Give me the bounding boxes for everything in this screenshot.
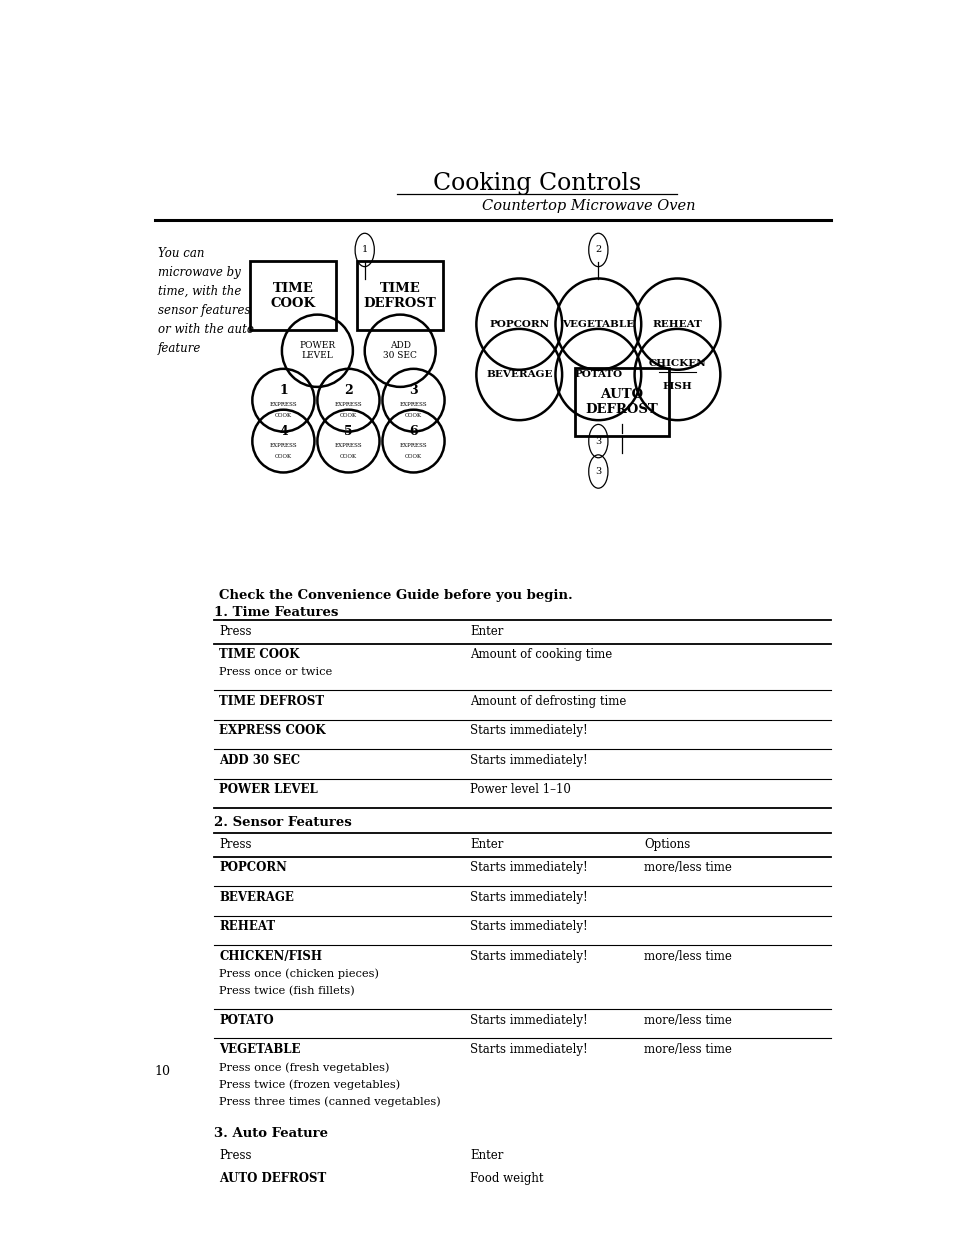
Text: Press: Press	[219, 1149, 252, 1162]
Text: You can
microwave by
time, with the
sensor features
or with the auto
feature: You can microwave by time, with the sens…	[157, 247, 253, 356]
Text: 1: 1	[278, 384, 288, 398]
Text: POWER
LEVEL: POWER LEVEL	[299, 341, 335, 361]
Text: Cooking Controls: Cooking Controls	[433, 172, 640, 195]
Text: 3. Auto Feature: 3. Auto Feature	[213, 1126, 328, 1140]
Text: more/less time: more/less time	[643, 950, 731, 963]
Text: Enter: Enter	[470, 837, 503, 851]
Text: Starts immediately!: Starts immediately!	[470, 1044, 588, 1056]
Text: COOK: COOK	[274, 412, 292, 417]
Text: CHICKEN/FISH: CHICKEN/FISH	[219, 950, 322, 963]
Text: POTATO: POTATO	[219, 1014, 274, 1026]
Text: 2: 2	[344, 384, 353, 398]
Text: Enter: Enter	[470, 1149, 503, 1162]
Text: EXPRESS: EXPRESS	[270, 403, 297, 408]
Text: Starts immediately!: Starts immediately!	[470, 950, 588, 963]
Text: REHEAT: REHEAT	[219, 920, 274, 934]
Text: POPCORN: POPCORN	[489, 320, 549, 329]
Text: 2: 2	[595, 246, 600, 254]
Text: Press: Press	[219, 625, 252, 637]
Text: more/less time: more/less time	[643, 862, 731, 874]
Text: TIME COOK: TIME COOK	[219, 648, 299, 662]
Text: Starts immediately!: Starts immediately!	[470, 725, 588, 737]
Text: POPCORN: POPCORN	[219, 862, 287, 874]
Text: Check the Convenience Guide before you begin.: Check the Convenience Guide before you b…	[219, 589, 572, 603]
Text: EXPRESS: EXPRESS	[335, 403, 362, 408]
Text: 6: 6	[409, 425, 417, 438]
Text: AUTO
DEFROST: AUTO DEFROST	[585, 388, 658, 416]
Text: EXPRESS: EXPRESS	[270, 443, 297, 448]
Text: Starts immediately!: Starts immediately!	[470, 862, 588, 874]
Text: 3: 3	[595, 437, 600, 446]
Text: ADD
30 SEC: ADD 30 SEC	[383, 341, 416, 361]
Text: 2. Sensor Features: 2. Sensor Features	[213, 816, 352, 829]
Text: Starts immediately!: Starts immediately!	[470, 920, 588, 934]
Text: Press once or twice: Press once or twice	[219, 667, 332, 678]
Text: 3: 3	[595, 467, 600, 475]
Text: Food weight: Food weight	[470, 1172, 543, 1186]
Text: AUTO DEFROST: AUTO DEFROST	[219, 1172, 326, 1186]
Text: Amount of defrosting time: Amount of defrosting time	[470, 695, 626, 708]
Text: EXPRESS: EXPRESS	[399, 443, 427, 448]
Text: Press three times (canned vegetables): Press three times (canned vegetables)	[219, 1097, 440, 1107]
Text: COOK: COOK	[404, 453, 421, 459]
Text: Press twice (frozen vegetables): Press twice (frozen vegetables)	[219, 1079, 400, 1089]
Text: more/less time: more/less time	[643, 1044, 731, 1056]
Text: TIME DEFROST: TIME DEFROST	[219, 695, 324, 708]
Text: Press once (fresh vegetables): Press once (fresh vegetables)	[219, 1062, 389, 1073]
Text: REHEAT: REHEAT	[652, 320, 701, 329]
Text: Power level 1–10: Power level 1–10	[470, 783, 571, 797]
Text: COOK: COOK	[404, 412, 421, 417]
Text: 3: 3	[409, 384, 417, 398]
Text: 1. Time Features: 1. Time Features	[213, 605, 338, 619]
Text: Press twice (fish fillets): Press twice (fish fillets)	[219, 986, 355, 997]
Text: FISH: FISH	[662, 383, 692, 391]
Text: CHICKEN: CHICKEN	[648, 358, 705, 368]
Text: BEVERAGE: BEVERAGE	[485, 370, 552, 379]
Text: Press once (chicken pieces): Press once (chicken pieces)	[219, 969, 378, 979]
Text: EXPRESS COOK: EXPRESS COOK	[219, 725, 325, 737]
Text: Options: Options	[643, 837, 690, 851]
Text: 5: 5	[344, 425, 353, 438]
Text: 1: 1	[361, 246, 368, 254]
Text: BEVERAGE: BEVERAGE	[219, 890, 294, 904]
Text: COOK: COOK	[339, 453, 356, 459]
Text: VEGETABLE: VEGETABLE	[561, 320, 634, 329]
Text: POTATO: POTATO	[574, 370, 621, 379]
Text: Starts immediately!: Starts immediately!	[470, 1014, 588, 1026]
Text: Enter: Enter	[470, 625, 503, 637]
Text: VEGETABLE: VEGETABLE	[219, 1044, 300, 1056]
Text: EXPRESS: EXPRESS	[335, 443, 362, 448]
Text: POWER LEVEL: POWER LEVEL	[219, 783, 317, 797]
Text: Starts immediately!: Starts immediately!	[470, 753, 588, 767]
Text: EXPRESS: EXPRESS	[399, 403, 427, 408]
Text: TIME
DEFROST: TIME DEFROST	[363, 282, 436, 310]
Text: COOK: COOK	[339, 412, 356, 417]
Text: Starts immediately!: Starts immediately!	[470, 890, 588, 904]
Text: Press: Press	[219, 837, 252, 851]
Text: Countertop Microwave Oven: Countertop Microwave Oven	[481, 199, 695, 214]
Text: more/less time: more/less time	[643, 1014, 731, 1026]
Text: 10: 10	[154, 1066, 171, 1078]
Text: TIME
COOK: TIME COOK	[270, 282, 315, 310]
Text: ADD 30 SEC: ADD 30 SEC	[219, 753, 300, 767]
Text: COOK: COOK	[274, 453, 292, 459]
Text: 4: 4	[278, 425, 288, 438]
Text: Amount of cooking time: Amount of cooking time	[470, 648, 612, 662]
